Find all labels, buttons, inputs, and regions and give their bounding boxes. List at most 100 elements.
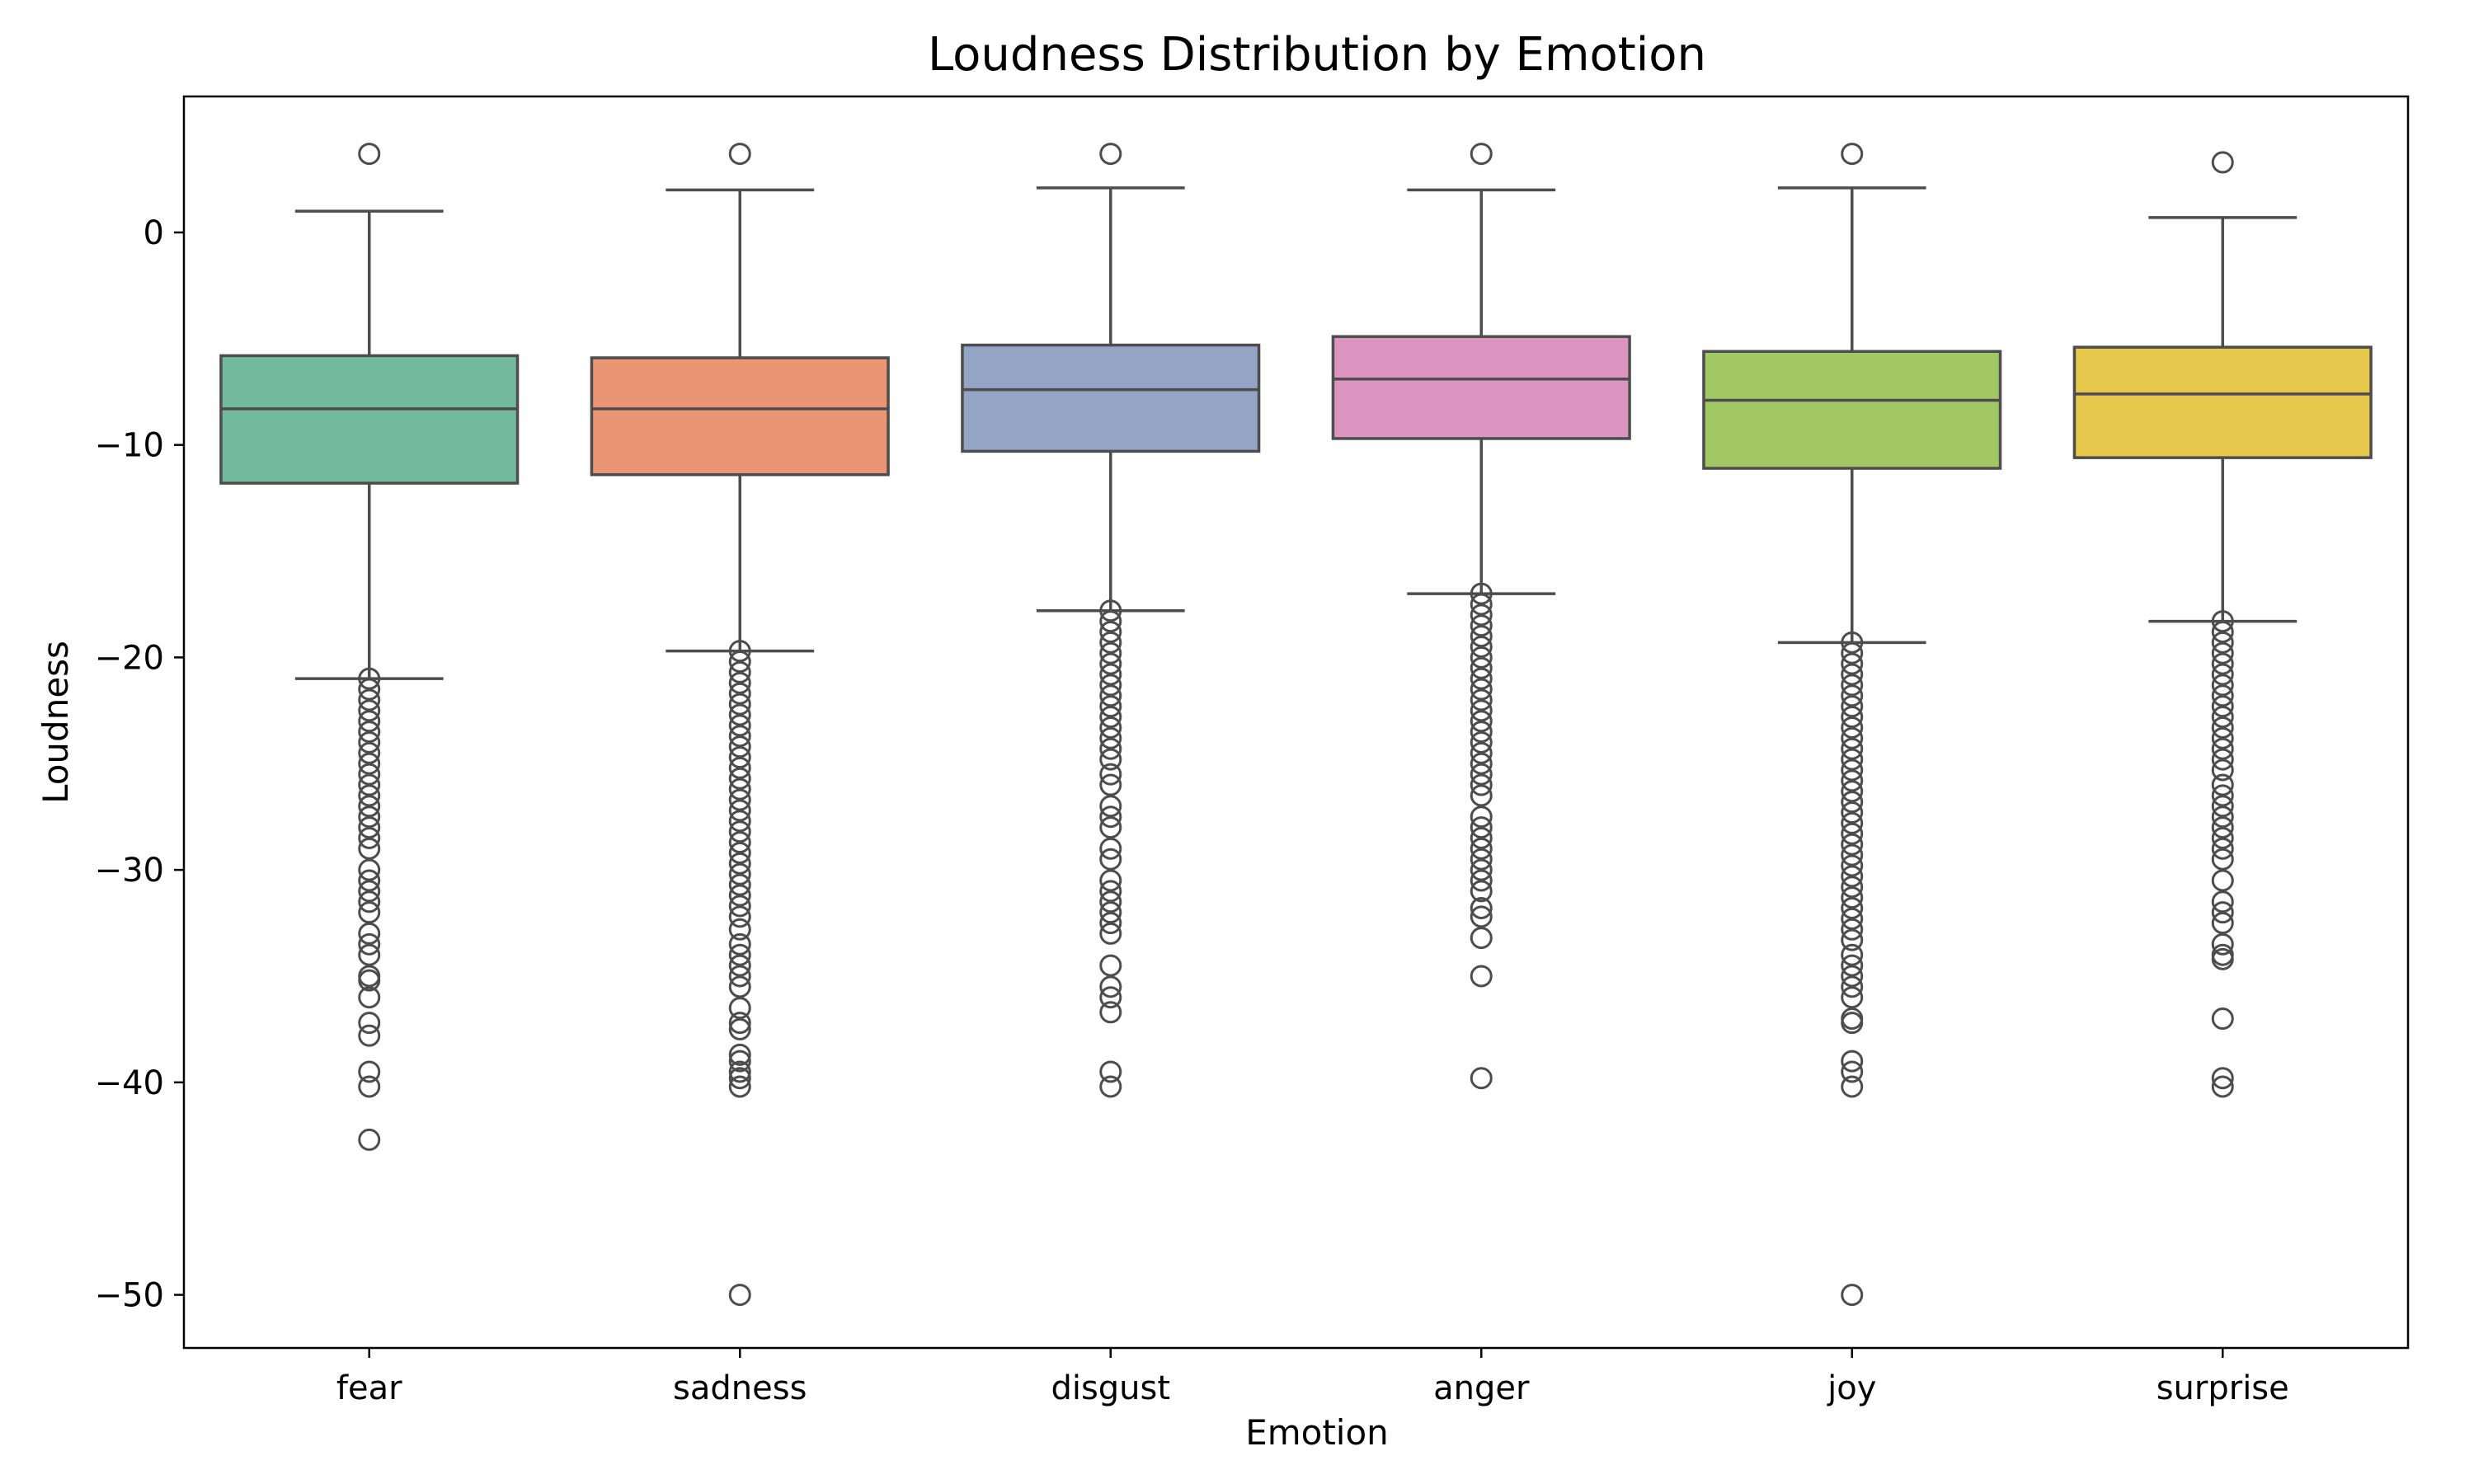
outlier-point	[1841, 1075, 1864, 1098]
outlier-point	[1099, 986, 1122, 1009]
box-sadness	[590, 356, 890, 477]
box-anger	[1331, 335, 1631, 440]
outlier-point	[358, 1024, 381, 1047]
outlier-point	[728, 895, 751, 918]
outlier-point	[2211, 826, 2234, 849]
outlier-point	[728, 918, 751, 941]
outlier-point	[1099, 922, 1122, 945]
outlier-point	[728, 714, 751, 737]
outlier-point	[1470, 826, 1493, 849]
outlier-point	[728, 810, 751, 833]
outlier-point	[358, 678, 381, 701]
outlier-point	[1841, 143, 1864, 166]
outlier-point	[1841, 1284, 1864, 1307]
outlier-point	[1470, 143, 1493, 166]
box-joy	[1702, 350, 2002, 470]
outlier-point	[1470, 688, 1493, 711]
outlier-point	[358, 1012, 381, 1035]
outlier-point	[728, 1060, 751, 1083]
outlier-point	[728, 143, 751, 166]
outlier-point	[728, 954, 751, 977]
outlier-point	[728, 943, 751, 966]
outlier-point	[2211, 932, 2234, 956]
outlier-point	[358, 890, 381, 913]
outlier-point	[1099, 816, 1122, 839]
outlier-point	[1099, 1001, 1122, 1024]
outlier-point	[728, 1284, 751, 1307]
outlier-point	[358, 730, 381, 754]
axes: fear sadness disgust anger joy surprise 0 −10 −2…	[95, 214, 2289, 1407]
outlier-point	[2211, 784, 2234, 807]
outlier-point	[358, 932, 381, 956]
outlier-point	[1470, 773, 1493, 796]
outlier-point	[1099, 795, 1122, 818]
outlier-point	[2211, 737, 2234, 760]
outlier-point	[1099, 837, 1122, 860]
outlier-point	[2211, 641, 2234, 665]
outlier-point	[1841, 928, 1864, 951]
outlier-point	[1470, 741, 1493, 764]
outlier-point	[358, 965, 381, 988]
outlier-point	[2211, 726, 2234, 749]
outlier-point	[2211, 684, 2234, 707]
outlier-point	[2211, 620, 2234, 643]
outlier-point	[2211, 631, 2234, 654]
outlier-point	[728, 746, 751, 769]
outlier-point	[1470, 614, 1493, 637]
outlier-point	[728, 799, 751, 822]
outlier-point	[1470, 636, 1493, 659]
outlier-point	[1470, 763, 1493, 786]
outlier-point	[1099, 695, 1122, 718]
outlier-point	[728, 756, 751, 779]
outlier-point	[1470, 721, 1493, 744]
outlier-point	[1841, 833, 1864, 856]
outlier-point	[1841, 737, 1864, 760]
outlier-point	[2211, 947, 2234, 970]
outlier-point	[2211, 805, 2234, 829]
outlier-point	[1470, 816, 1493, 839]
outlier-point	[728, 905, 751, 928]
outlier-point	[1099, 890, 1122, 913]
outlier-point	[1841, 769, 1864, 792]
outlier-point	[728, 660, 751, 683]
outlier-point	[1841, 695, 1864, 718]
box-group-sadness	[590, 143, 890, 1307]
outlier-point	[2211, 1075, 2234, 1098]
outlier-point	[2211, 773, 2234, 796]
outlier-point	[358, 969, 381, 992]
outlier-point	[1841, 897, 1864, 920]
outlier-point	[1470, 858, 1493, 881]
outlier-point	[2211, 848, 2234, 871]
outlier-point	[1470, 752, 1493, 775]
outlier-point	[1099, 652, 1122, 675]
x-tick-label-surprise: surprise	[2157, 1369, 2289, 1407]
outlier-point	[358, 699, 381, 722]
outlier-point	[1470, 625, 1493, 648]
outlier-point	[1470, 784, 1493, 807]
outlier-point	[728, 1043, 751, 1066]
outlier-point	[1099, 631, 1122, 654]
outlier-point	[1470, 678, 1493, 701]
outlier-point	[2211, 748, 2234, 771]
outlier-point	[1099, 869, 1122, 892]
outlier-point	[728, 788, 751, 811]
outlier-point	[1841, 791, 1864, 814]
outlier-point	[1099, 599, 1122, 622]
outlier-point	[1841, 1012, 1864, 1035]
outlier-point	[728, 1067, 751, 1090]
outlier-point	[358, 858, 381, 881]
outlier-point	[1099, 901, 1122, 924]
outlier-point	[1470, 710, 1493, 733]
outlier-point	[728, 725, 751, 748]
outlier-point	[728, 693, 751, 716]
box-surprise	[2072, 345, 2373, 459]
outlier-point	[728, 975, 751, 998]
outlier-point	[728, 873, 751, 896]
outlier-point	[1099, 641, 1122, 665]
y-tick-label: −20	[95, 639, 164, 677]
outlier-point	[1841, 748, 1864, 771]
outlier-point	[1099, 954, 1122, 977]
outlier-point	[1841, 965, 1864, 988]
outlier-point	[2211, 716, 2234, 739]
